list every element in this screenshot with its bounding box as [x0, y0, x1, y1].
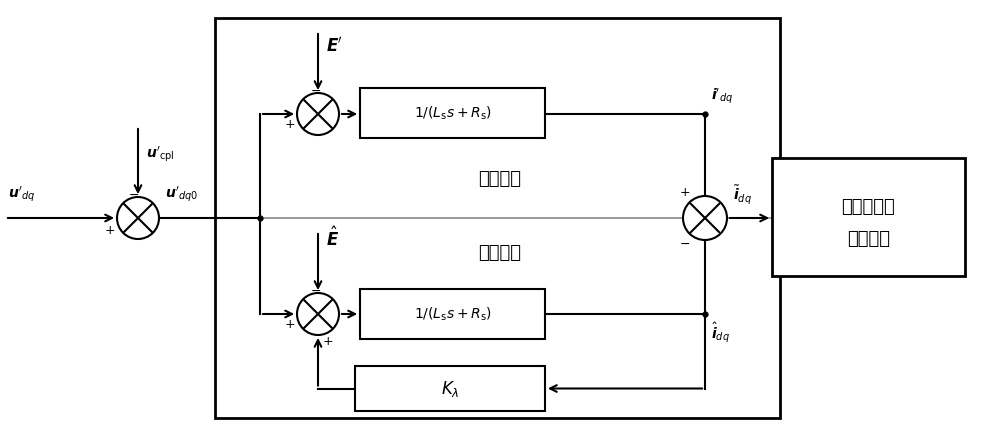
Text: 位置和转速: 位置和转速: [842, 198, 895, 216]
Text: $\boldsymbol{E}'$: $\boldsymbol{E}'$: [326, 37, 343, 55]
Bar: [215, 18, 780, 418]
Text: $1/(L_{\rm s}s+R_{\rm s})$: $1/(L_{\rm s}s+R_{\rm s})$: [414, 104, 491, 122]
Text: $-$: $-$: [310, 84, 322, 97]
Text: $-$: $-$: [310, 284, 322, 297]
Text: $\boldsymbol{u}'_{dq}$: $\boldsymbol{u}'_{dq}$: [8, 184, 35, 204]
Circle shape: [297, 93, 339, 135]
Text: 自适应率: 自适应率: [847, 230, 890, 248]
Text: $+$: $+$: [104, 224, 116, 236]
Text: 可调模型: 可调模型: [479, 244, 522, 262]
Circle shape: [297, 293, 339, 335]
Circle shape: [683, 196, 727, 240]
Text: $-$: $-$: [679, 237, 691, 250]
Bar: [360, 88, 545, 138]
Text: $K_{\lambda}$: $K_{\lambda}$: [441, 378, 459, 399]
Text: $-$: $-$: [128, 188, 140, 201]
Text: $\boldsymbol{i}'_{dq}$: $\boldsymbol{i}'_{dq}$: [711, 86, 733, 106]
Text: $+$: $+$: [322, 335, 334, 348]
Text: $\tilde{\boldsymbol{i}}_{dq}$: $\tilde{\boldsymbol{i}}_{dq}$: [733, 183, 752, 206]
Bar: [355, 366, 545, 411]
Text: $\boldsymbol{u}'_{\mathrm{cpl}}$: $\boldsymbol{u}'_{\mathrm{cpl}}$: [146, 144, 175, 164]
Text: $+$: $+$: [679, 186, 691, 199]
Text: $\hat{\boldsymbol{E}}$: $\hat{\boldsymbol{E}}$: [326, 226, 339, 250]
Text: $1/(L_{\rm s}s+R_{\rm s})$: $1/(L_{\rm s}s+R_{\rm s})$: [414, 305, 491, 323]
Text: 参考模型: 参考模型: [479, 170, 522, 188]
Circle shape: [117, 197, 159, 239]
Text: $\hat{\boldsymbol{i}}_{dq}$: $\hat{\boldsymbol{i}}_{dq}$: [711, 320, 730, 344]
Text: $+$: $+$: [284, 117, 296, 130]
Text: $+$: $+$: [284, 317, 296, 330]
Bar: [772, 158, 965, 276]
Bar: [360, 289, 545, 339]
Text: $\boldsymbol{u}'_{dq0}$: $\boldsymbol{u}'_{dq0}$: [165, 184, 199, 204]
